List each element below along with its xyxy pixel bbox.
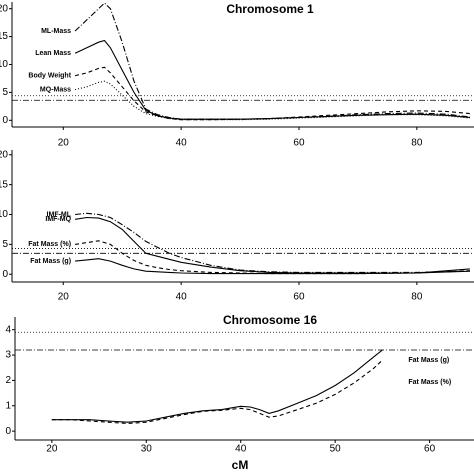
x-tick-label: 80 bbox=[411, 138, 423, 149]
series-line bbox=[51, 359, 383, 425]
series-line bbox=[75, 212, 470, 273]
y-tick-label: 0 bbox=[5, 426, 11, 437]
panel-title: Chromosome 1 bbox=[226, 2, 314, 16]
series-label: Fat Mass (g) bbox=[30, 258, 71, 265]
x-tick-label: 40 bbox=[176, 292, 188, 303]
series-line bbox=[74, 2, 470, 120]
series-label: Lean Mass bbox=[35, 50, 71, 57]
y-tick-label: 5 bbox=[2, 87, 8, 98]
series-label: Fat Mass (g) bbox=[408, 357, 449, 364]
y-tick-label: 10 bbox=[0, 59, 8, 70]
series-line bbox=[75, 258, 470, 275]
y-tick-label: 1 bbox=[5, 400, 11, 411]
x-tick-label: 60 bbox=[293, 292, 305, 303]
series-label: MQ-Mass bbox=[40, 86, 71, 93]
y-tick-label: 20 bbox=[0, 149, 8, 160]
x-tick-label: 30 bbox=[141, 444, 153, 455]
x-tick-label: 20 bbox=[46, 444, 58, 455]
x-tick-label: 60 bbox=[293, 138, 305, 149]
series-label: Fat Mass (%) bbox=[408, 379, 451, 386]
series-line bbox=[51, 349, 383, 423]
y-tick-label: 20 bbox=[0, 3, 8, 14]
series-line bbox=[75, 216, 470, 274]
x-tick-label: 20 bbox=[58, 138, 70, 149]
series-label: IMF-ML bbox=[47, 211, 72, 218]
y-tick-label: 3 bbox=[5, 350, 11, 361]
y-tick-label: 4 bbox=[5, 324, 11, 335]
x-tick-label: 50 bbox=[330, 444, 342, 455]
x-tick-label: 80 bbox=[411, 292, 423, 303]
series-label: IMF-MQ bbox=[45, 216, 71, 223]
series-line bbox=[74, 39, 470, 120]
y-tick-label: 2 bbox=[5, 375, 11, 386]
panel-title: Chromosome 16 bbox=[223, 313, 317, 327]
y-tick-label: 0 bbox=[2, 115, 8, 126]
x-tick-label: 40 bbox=[235, 444, 247, 455]
x-tick-label: 20 bbox=[58, 292, 70, 303]
y-tick-label: 15 bbox=[0, 31, 8, 42]
series-line bbox=[74, 66, 470, 121]
x-axis-label: cM bbox=[232, 458, 249, 472]
series-label: ML-Mass bbox=[41, 28, 71, 35]
x-tick-label: 40 bbox=[176, 138, 188, 149]
series-line bbox=[75, 240, 470, 275]
series-label: Fat Mass (%) bbox=[28, 241, 71, 248]
y-tick-label: 15 bbox=[0, 179, 8, 190]
x-tick-label: 60 bbox=[424, 444, 436, 455]
series-label: Body Weight bbox=[28, 73, 71, 80]
y-tick-label: 10 bbox=[0, 209, 8, 220]
y-tick-label: 0 bbox=[2, 269, 8, 280]
series-line bbox=[74, 80, 470, 121]
y-tick-label: 5 bbox=[2, 239, 8, 250]
